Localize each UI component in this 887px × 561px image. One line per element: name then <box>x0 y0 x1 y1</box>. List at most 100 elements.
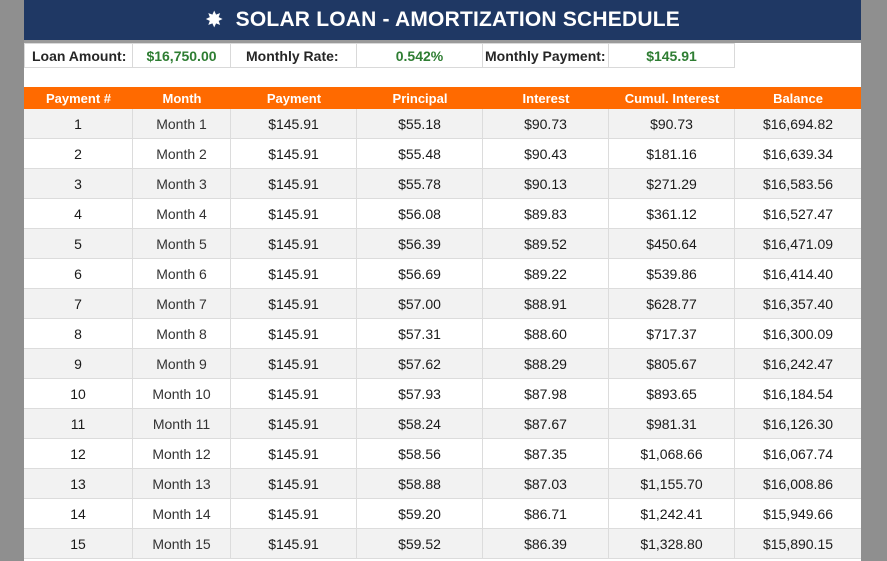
cell-cumul-interest[interactable]: $628.77 <box>609 289 735 319</box>
cell-payment[interactable]: $145.91 <box>231 289 357 319</box>
cell-interest[interactable]: $89.83 <box>483 199 609 229</box>
cell-balance[interactable]: $16,694.82 <box>735 109 861 139</box>
cell-payment-number[interactable]: 4 <box>24 199 133 229</box>
cell-principal[interactable]: $59.52 <box>357 529 483 559</box>
cell-interest[interactable]: $86.71 <box>483 499 609 529</box>
cell-month[interactable]: Month 3 <box>133 169 231 199</box>
cell-cumul-interest[interactable]: $805.67 <box>609 349 735 379</box>
cell-month[interactable]: Month 2 <box>133 139 231 169</box>
header-principal[interactable]: Principal <box>392 90 448 106</box>
cell-payment[interactable]: $145.91 <box>231 319 357 349</box>
cell-interest[interactable]: $87.03 <box>483 469 609 499</box>
cell-payment-number[interactable]: 2 <box>24 139 133 169</box>
cell-payment[interactable]: $145.91 <box>231 259 357 289</box>
cell-cumul-interest[interactable]: $1,328.80 <box>609 529 735 559</box>
cell-payment[interactable]: $145.91 <box>231 469 357 499</box>
cell-interest[interactable]: $90.73 <box>483 109 609 139</box>
cell-balance[interactable]: $16,527.47 <box>735 199 861 229</box>
cell-month[interactable]: Month 14 <box>133 499 231 529</box>
cell-month[interactable]: Month 5 <box>133 229 231 259</box>
cell-balance[interactable]: $16,300.09 <box>735 319 861 349</box>
cell-interest[interactable]: $88.29 <box>483 349 609 379</box>
cell-interest[interactable]: $87.35 <box>483 439 609 469</box>
cell-cumul-interest[interactable]: $1,068.66 <box>609 439 735 469</box>
header-month[interactable]: Month <box>162 90 202 106</box>
header-payment-number[interactable]: Payment # <box>45 90 112 106</box>
cell-principal[interactable]: $58.56 <box>357 439 483 469</box>
cell-payment-number[interactable]: 14 <box>24 499 133 529</box>
cell-cumul-interest[interactable]: $717.37 <box>609 319 735 349</box>
cell-balance[interactable]: $16,357.40 <box>735 289 861 319</box>
cell-principal[interactable]: $56.08 <box>357 199 483 229</box>
cell-payment[interactable]: $145.91 <box>231 349 357 379</box>
cell-interest[interactable]: $87.98 <box>483 379 609 409</box>
cell-payment[interactable]: $145.91 <box>231 169 357 199</box>
cell-principal[interactable]: $58.24 <box>357 409 483 439</box>
cell-interest[interactable]: $90.13 <box>483 169 609 199</box>
cell-payment-number[interactable]: 10 <box>24 379 133 409</box>
cell-month[interactable]: Month 12 <box>133 439 231 469</box>
cell-payment[interactable]: $145.91 <box>231 499 357 529</box>
cell-month[interactable]: Month 11 <box>133 409 231 439</box>
cell-principal[interactable]: $57.93 <box>357 379 483 409</box>
cell-principal[interactable]: $57.62 <box>357 349 483 379</box>
cell-interest[interactable]: $89.22 <box>483 259 609 289</box>
cell-principal[interactable]: $55.48 <box>357 139 483 169</box>
cell-month[interactable]: Month 10 <box>133 379 231 409</box>
cell-payment-number[interactable]: 9 <box>24 349 133 379</box>
monthly-payment-value[interactable]: $145.91 <box>609 43 735 68</box>
cell-payment-number[interactable]: 3 <box>24 169 133 199</box>
cell-balance[interactable]: $16,471.09 <box>735 229 861 259</box>
cell-cumul-interest[interactable]: $1,155.70 <box>609 469 735 499</box>
cell-month[interactable]: Month 7 <box>133 289 231 319</box>
cell-month[interactable]: Month 15 <box>133 529 231 559</box>
cell-cumul-interest[interactable]: $981.31 <box>609 409 735 439</box>
cell-month[interactable]: Month 1 <box>133 109 231 139</box>
cell-payment[interactable]: $145.91 <box>231 379 357 409</box>
cell-payment[interactable]: $145.91 <box>231 139 357 169</box>
cell-payment-number[interactable]: 7 <box>24 289 133 319</box>
cell-payment[interactable]: $145.91 <box>231 199 357 229</box>
cell-interest[interactable]: $88.60 <box>483 319 609 349</box>
cell-balance[interactable]: $16,184.54 <box>735 379 861 409</box>
cell-interest[interactable]: $89.52 <box>483 229 609 259</box>
cell-month[interactable]: Month 13 <box>133 469 231 499</box>
cell-principal[interactable]: $59.20 <box>357 499 483 529</box>
cell-payment[interactable]: $145.91 <box>231 109 357 139</box>
cell-month[interactable]: Month 8 <box>133 319 231 349</box>
cell-cumul-interest[interactable]: $893.65 <box>609 379 735 409</box>
cell-balance[interactable]: $16,008.86 <box>735 469 861 499</box>
cell-month[interactable]: Month 9 <box>133 349 231 379</box>
cell-payment[interactable]: $145.91 <box>231 409 357 439</box>
cell-cumul-interest[interactable]: $539.86 <box>609 259 735 289</box>
cell-month[interactable]: Month 6 <box>133 259 231 289</box>
cell-payment-number[interactable]: 12 <box>24 439 133 469</box>
cell-cumul-interest[interactable]: $90.73 <box>609 109 735 139</box>
cell-principal[interactable]: $56.39 <box>357 229 483 259</box>
cell-payment-number[interactable]: 15 <box>24 529 133 559</box>
header-payment[interactable]: Payment <box>266 90 322 106</box>
header-interest[interactable]: Interest <box>522 90 570 106</box>
cell-balance[interactable]: $16,067.74 <box>735 439 861 469</box>
cell-payment-number[interactable]: 13 <box>24 469 133 499</box>
cell-principal[interactable]: $57.00 <box>357 289 483 319</box>
cell-balance[interactable]: $16,414.40 <box>735 259 861 289</box>
cell-principal[interactable]: $58.88 <box>357 469 483 499</box>
cell-payment[interactable]: $145.91 <box>231 439 357 469</box>
cell-payment-number[interactable]: 6 <box>24 259 133 289</box>
cell-balance[interactable]: $16,583.56 <box>735 169 861 199</box>
header-balance[interactable]: Balance <box>773 90 823 106</box>
cell-cumul-interest[interactable]: $1,242.41 <box>609 499 735 529</box>
cell-principal[interactable]: $57.31 <box>357 319 483 349</box>
header-cumul-interest[interactable]: Cumul. Interest <box>624 90 720 106</box>
cell-balance[interactable]: $15,949.66 <box>735 499 861 529</box>
cell-payment[interactable]: $145.91 <box>231 529 357 559</box>
cell-payment-number[interactable]: 8 <box>24 319 133 349</box>
cell-cumul-interest[interactable]: $181.16 <box>609 139 735 169</box>
cell-interest[interactable]: $90.43 <box>483 139 609 169</box>
cell-payment-number[interactable]: 1 <box>24 109 133 139</box>
cell-interest[interactable]: $88.91 <box>483 289 609 319</box>
cell-cumul-interest[interactable]: $271.29 <box>609 169 735 199</box>
cell-principal[interactable]: $55.78 <box>357 169 483 199</box>
cell-payment-number[interactable]: 5 <box>24 229 133 259</box>
